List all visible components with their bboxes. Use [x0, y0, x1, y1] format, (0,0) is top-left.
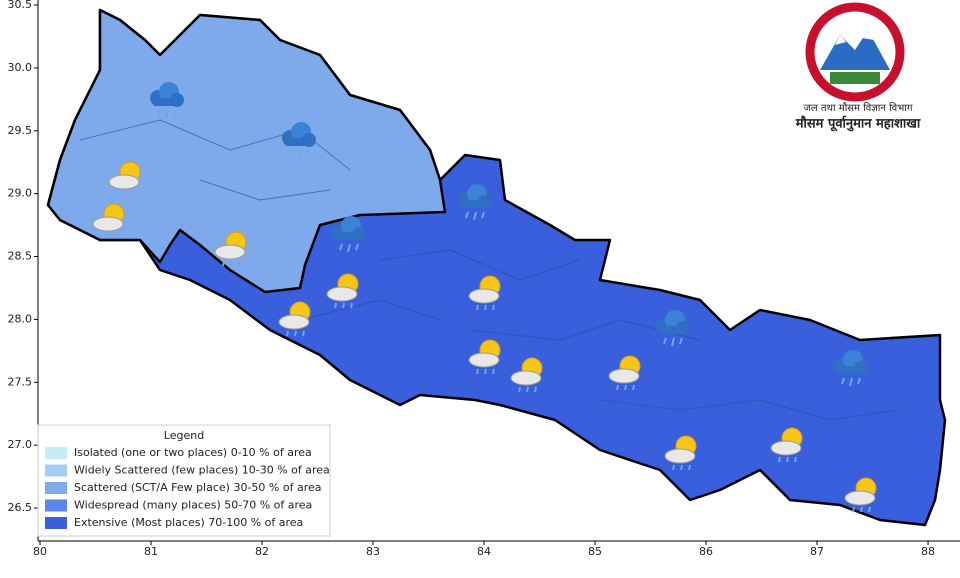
y-tick-label: 29.5	[8, 124, 33, 137]
legend-swatch	[45, 465, 67, 477]
legend-label: Isolated (one or two places) 0-10 % of a…	[74, 446, 312, 459]
x-tick-label: 83	[366, 545, 380, 558]
legend-swatch	[45, 500, 67, 512]
logo-line-1: जल तथा मौसम विज्ञान विभाग	[803, 102, 912, 114]
x-tick-label: 88	[921, 545, 935, 558]
legend-swatch	[45, 517, 67, 529]
legend-title: Legend	[164, 429, 204, 442]
x-tick-label: 81	[144, 545, 158, 558]
x-tick-label: 82	[255, 545, 269, 558]
logo-line-2: मौसम पूर्वानुमान महाशाखा	[795, 116, 921, 132]
y-tick-label: 27.0	[8, 438, 33, 451]
y-tick-label: 30.5	[8, 0, 33, 11]
legend-label: Widespread (many places) 50-70 % of area	[74, 499, 312, 512]
legend-label: Widely Scattered (few places) 10-30 % of…	[74, 464, 330, 477]
y-tick-label: 28.5	[8, 250, 33, 263]
x-tick-label: 86	[699, 545, 713, 558]
y-tick-label: 28.0	[8, 312, 33, 325]
legend-swatch	[45, 447, 67, 459]
x-tick-label: 85	[588, 545, 602, 558]
legend-swatch	[45, 482, 67, 494]
x-tick-label: 87	[810, 545, 824, 558]
y-tick-label: 30.0	[8, 61, 33, 74]
y-tick-label: 27.5	[8, 375, 33, 388]
legend-label: Scattered (SCT/A Few place) 30-50 % of a…	[74, 481, 322, 494]
legend: Legend Isolated (one or two places) 0-10…	[38, 425, 330, 536]
logo: जल तथा मौसम विज्ञान विभाग मौसम पूर्वानुम…	[795, 7, 921, 132]
y-tick-label: 29.0	[8, 187, 33, 200]
y-tick-label: 26.5	[8, 501, 33, 514]
legend-label: Extensive (Most places) 70-100 % of area	[74, 516, 303, 529]
x-tick-label: 80	[33, 545, 47, 558]
x-tick-label: 84	[477, 545, 491, 558]
